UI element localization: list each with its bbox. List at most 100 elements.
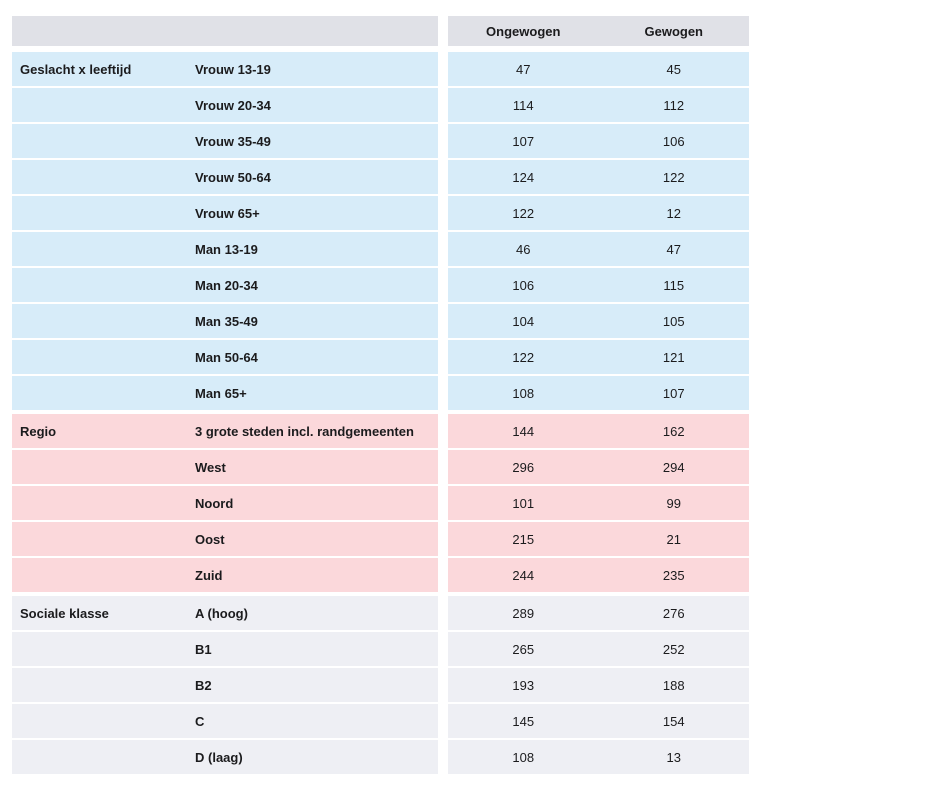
cell-gewogen: 45: [666, 61, 681, 77]
row-left-block: Geslacht x leeftijd Vrouw 13-19: [12, 52, 438, 86]
cell-gewogen: 276: [662, 605, 685, 621]
table-row: Vrouw 20-34 114 112: [12, 88, 749, 122]
cell-ongewogen: 106: [512, 277, 535, 293]
row-left-block: Man 13-19: [12, 232, 438, 266]
cell-ongewogen: 289: [512, 605, 535, 621]
row-left-block: B2: [12, 668, 438, 702]
section-category: Regio: [20, 423, 57, 439]
row-label: Man 20-34: [195, 277, 258, 293]
cell-ongewogen: 244: [512, 567, 535, 583]
cell-ongewogen: 101: [512, 495, 535, 511]
column-header-gewogen: Gewogen: [644, 23, 703, 39]
table-row: Oost 215 21: [12, 522, 749, 556]
row-label: D (laag): [195, 749, 243, 765]
row-values-block: 289 276: [448, 596, 749, 630]
cell-ongewogen: 107: [512, 133, 535, 149]
row-values-block: 296 294: [448, 450, 749, 484]
row-left-block: Man 35-49: [12, 304, 438, 338]
row-left-block: Vrouw 35-49: [12, 124, 438, 158]
row-values-block: 122 12: [448, 196, 749, 230]
cell-ongewogen: 46: [516, 241, 531, 257]
table-row: Zuid 244 235: [12, 558, 749, 592]
cell-gewogen: 162: [662, 423, 685, 439]
row-label: Oost: [195, 531, 225, 547]
row-values-block: 124 122: [448, 160, 749, 194]
section-category: Geslacht x leeftijd: [20, 61, 132, 77]
row-label: B2: [195, 677, 212, 693]
row-values-block: 144 162: [448, 414, 749, 448]
row-label: Vrouw 50-64: [195, 169, 271, 185]
cell-ongewogen: 122: [512, 205, 535, 221]
cell-ongewogen: 145: [512, 713, 535, 729]
cell-gewogen: 99: [666, 495, 681, 511]
row-left-block: Man 20-34: [12, 268, 438, 302]
row-values-block: 244 235: [448, 558, 749, 592]
cell-gewogen: 294: [662, 459, 685, 475]
cell-gewogen: 13: [666, 749, 681, 765]
row-left-block: C: [12, 704, 438, 738]
cell-ongewogen: 265: [512, 641, 535, 657]
row-left-block: Vrouw 65+: [12, 196, 438, 230]
cell-gewogen: 115: [663, 277, 685, 293]
cell-ongewogen: 124: [512, 169, 535, 185]
cell-ongewogen: 193: [512, 677, 535, 693]
row-label: Man 50-64: [195, 349, 258, 365]
row-values-block: 145 154: [448, 704, 749, 738]
row-values-block: 265 252: [448, 632, 749, 666]
cell-ongewogen: 108: [512, 749, 535, 765]
column-header-ongewogen: Ongewogen: [486, 23, 561, 39]
table-row: Man 35-49 104 105: [12, 304, 749, 338]
table-row: Sociale klasse A (hoog) 289 276: [12, 596, 749, 630]
header-corner-cell: [12, 16, 438, 46]
cell-gewogen: 107: [662, 385, 685, 401]
table-row: Regio 3 grote steden incl. randgemeenten…: [12, 414, 749, 448]
table-header-row: Ongewogen Gewogen: [12, 16, 749, 46]
row-left-block: Regio 3 grote steden incl. randgemeenten: [12, 414, 438, 448]
table-row: Geslacht x leeftijd Vrouw 13-19 47 45: [12, 52, 749, 86]
cell-gewogen: 122: [662, 169, 685, 185]
row-values-block: 108 13: [448, 740, 749, 774]
row-left-block: Vrouw 50-64: [12, 160, 438, 194]
row-values-block: 114 112: [448, 88, 749, 122]
row-label: C: [195, 713, 205, 729]
row-left-block: B1: [12, 632, 438, 666]
cell-gewogen: 154: [662, 713, 685, 729]
section-category: Sociale klasse: [20, 605, 109, 621]
header-columns-block: Ongewogen Gewogen: [448, 16, 749, 46]
row-left-block: Oost: [12, 522, 438, 556]
row-label: Noord: [195, 495, 234, 511]
row-values-block: 215 21: [448, 522, 749, 556]
row-label: B1: [195, 641, 212, 657]
row-left-block: D (laag): [12, 740, 438, 774]
row-left-block: Man 50-64: [12, 340, 438, 374]
row-label: A (hoog): [195, 605, 248, 621]
table-row: Man 13-19 46 47: [12, 232, 749, 266]
table-row: Man 20-34 106 115: [12, 268, 749, 302]
row-left-block: Noord: [12, 486, 438, 520]
row-values-block: 107 106: [448, 124, 749, 158]
table-row: D (laag) 108 13: [12, 740, 749, 774]
cell-ongewogen: 122: [512, 349, 535, 365]
row-label: Vrouw 20-34: [195, 97, 271, 113]
row-values-block: 122 121: [448, 340, 749, 374]
cell-gewogen: 105: [662, 313, 685, 329]
row-values-block: 108 107: [448, 376, 749, 410]
row-values-block: 104 105: [448, 304, 749, 338]
table-row: Noord 101 99: [12, 486, 749, 520]
row-left-block: Vrouw 20-34: [12, 88, 438, 122]
table-row: C 145 154: [12, 704, 749, 738]
row-values-block: 193 188: [448, 668, 749, 702]
cell-ongewogen: 114: [512, 97, 534, 113]
row-left-block: Sociale klasse A (hoog): [12, 596, 438, 630]
cell-gewogen: 235: [662, 567, 685, 583]
cell-gewogen: 106: [662, 133, 685, 149]
cell-gewogen: 188: [662, 677, 685, 693]
row-values-block: 106 115: [448, 268, 749, 302]
cell-ongewogen: 215: [512, 531, 535, 547]
row-left-block: Man 65+: [12, 376, 438, 410]
row-label: Vrouw 35-49: [195, 133, 271, 149]
row-label: Vrouw 13-19: [195, 61, 271, 77]
table-row: Vrouw 50-64 124 122: [12, 160, 749, 194]
table-row: Man 50-64 122 121: [12, 340, 749, 374]
row-label: Vrouw 65+: [195, 205, 260, 221]
